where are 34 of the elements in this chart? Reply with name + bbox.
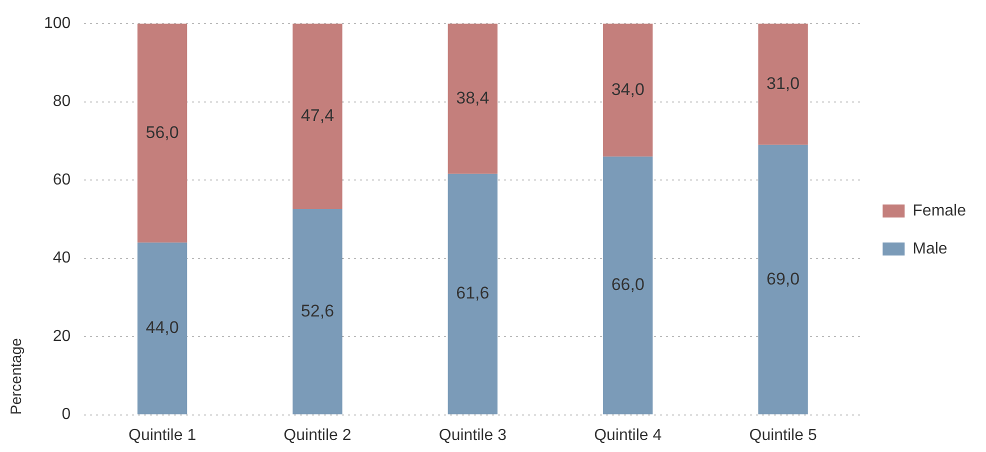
legend-label: Male — [912, 240, 948, 258]
bar — [758, 144, 808, 414]
x-tick-label: Quintile 2 — [284, 426, 352, 444]
legend-label: Female — [912, 202, 966, 220]
data-label: 44,0 — [146, 318, 179, 338]
y-tick-label: 0 — [62, 406, 71, 424]
data-label: 69,0 — [766, 269, 800, 288]
bar — [603, 156, 653, 414]
bar — [448, 174, 498, 414]
bar — [137, 24, 188, 243]
data-label: 38,4 — [456, 88, 490, 108]
bar — [137, 242, 188, 414]
y-tick-label: 100 — [44, 15, 71, 32]
x-tick-label: Quintile 1 — [128, 426, 196, 444]
bar — [292, 209, 342, 414]
x-tick-label: Quintile 3 — [438, 426, 507, 444]
y-tick-label: 80 — [52, 93, 71, 110]
bar — [758, 24, 808, 145]
data-label: 34,0 — [611, 80, 644, 99]
data-label: 47,4 — [300, 106, 334, 125]
y-tick-label: 40 — [52, 250, 71, 267]
y-axis-title: Percentage — [8, 338, 26, 415]
y-tick-label: 60 — [52, 171, 71, 188]
bar — [292, 24, 342, 210]
x-tick-label: Quintile 5 — [749, 426, 817, 444]
data-label: 52,6 — [300, 301, 334, 320]
bar — [603, 24, 653, 157]
bar — [448, 24, 498, 174]
data-label: 31,0 — [766, 74, 800, 93]
data-label: 66,0 — [611, 275, 644, 294]
y-tick-label: 20 — [52, 328, 71, 345]
data-label: 56,0 — [146, 122, 179, 142]
data-label: 61,6 — [456, 284, 490, 303]
x-tick-label: Quintile 4 — [594, 426, 662, 444]
